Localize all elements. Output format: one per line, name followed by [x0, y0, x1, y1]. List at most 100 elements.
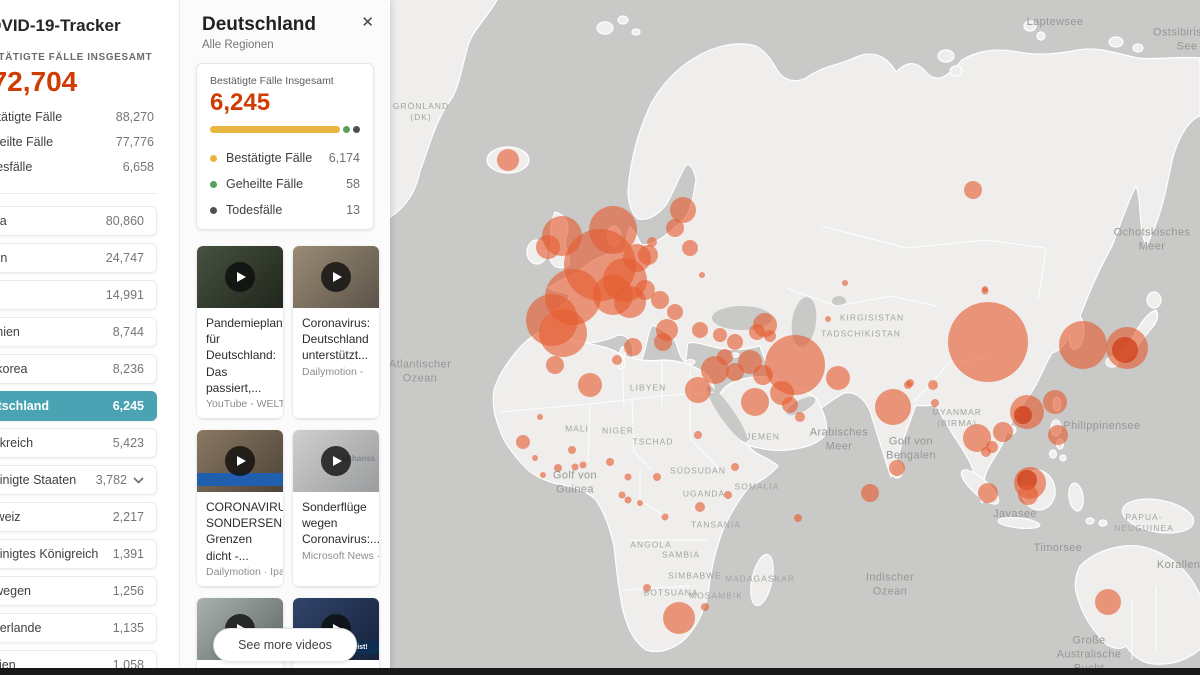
play-icon[interactable] — [225, 262, 255, 292]
case-bubble[interactable] — [579, 461, 587, 469]
case-bubble[interactable] — [571, 463, 579, 471]
video-card[interactable]: Coronavirus: Deutschland unterstützt... D… — [293, 246, 379, 418]
case-bubble[interactable] — [1018, 485, 1038, 505]
case-bubble[interactable] — [578, 373, 602, 397]
case-bubble[interactable] — [651, 291, 669, 309]
case-bubble[interactable] — [589, 206, 637, 254]
country-row[interactable]: Iran14,991 — [0, 280, 157, 310]
case-bubble[interactable] — [726, 363, 744, 381]
case-bubble[interactable] — [606, 458, 614, 466]
case-bubble[interactable] — [701, 603, 709, 611]
case-bubble[interactable] — [643, 584, 651, 592]
country-row[interactable]: China 80,860 — [0, 206, 157, 236]
play-icon[interactable] — [321, 262, 351, 292]
case-bubble[interactable] — [653, 473, 661, 481]
case-bubble[interactable] — [738, 350, 762, 374]
country-row[interactable]: Vereinigte Staaten 3,782 — [0, 465, 157, 495]
case-bubble[interactable] — [1095, 589, 1121, 615]
case-bubble[interactable] — [699, 272, 705, 278]
case-bubble[interactable] — [964, 181, 982, 199]
case-bubble[interactable] — [724, 491, 732, 499]
case-bubble[interactable] — [795, 412, 805, 422]
case-bubble[interactable] — [931, 399, 939, 407]
case-bubble[interactable] — [906, 379, 914, 387]
case-bubble[interactable] — [1112, 337, 1138, 363]
case-bubble[interactable] — [993, 422, 1013, 442]
case-bubble[interactable] — [695, 502, 705, 512]
case-bubble[interactable] — [638, 245, 658, 265]
case-bubble[interactable] — [701, 356, 729, 384]
country-row[interactable]: Frankreich 5,423 — [0, 428, 157, 458]
case-bubble[interactable] — [618, 491, 626, 499]
case-bubble[interactable] — [670, 197, 696, 223]
country-row[interactable]: Südkorea 8,236 — [0, 354, 157, 384]
case-bubble[interactable] — [764, 330, 776, 342]
case-bubble[interactable] — [1043, 390, 1067, 414]
case-bubble[interactable] — [624, 473, 632, 481]
case-bubble[interactable] — [539, 309, 587, 357]
case-bubble[interactable] — [682, 240, 698, 256]
country-row[interactable]: Schweiz 2,217 — [0, 502, 157, 532]
case-bubble[interactable] — [692, 322, 708, 338]
case-bubble[interactable] — [826, 366, 850, 390]
case-bubble[interactable] — [1059, 321, 1107, 369]
country-row[interactable]: Norwegen 1,256 — [0, 576, 157, 606]
case-bubble[interactable] — [537, 414, 543, 420]
case-bubble[interactable] — [842, 280, 848, 286]
case-bubble[interactable] — [637, 500, 643, 506]
country-row[interactable]: Niederlande 1,135 — [0, 613, 157, 643]
case-bubble[interactable] — [647, 237, 657, 247]
chevron-down-icon[interactable] — [133, 476, 144, 484]
case-bubble[interactable] — [694, 431, 702, 439]
case-bubble[interactable] — [727, 334, 743, 350]
case-bubble[interactable] — [666, 219, 684, 237]
case-bubble[interactable] — [624, 496, 632, 504]
case-bubble[interactable] — [661, 513, 669, 521]
case-bubble[interactable] — [982, 286, 988, 292]
case-bubble[interactable] — [948, 302, 1028, 382]
case-bubble[interactable] — [635, 280, 655, 300]
case-bubble[interactable] — [861, 484, 879, 502]
case-bubble[interactable] — [889, 460, 905, 476]
case-bubble[interactable] — [540, 472, 546, 478]
case-bubble[interactable] — [741, 388, 769, 416]
case-bubble[interactable] — [981, 447, 991, 457]
case-bubble[interactable] — [654, 333, 672, 351]
country-row[interactable]: Spanien 8,744 — [0, 317, 157, 347]
country-row[interactable]: Vereinigtes Königreich 1,391 — [0, 539, 157, 569]
case-bubble[interactable] — [568, 446, 576, 454]
video-card[interactable]: Pandemieplan für Deutschland: Das passie… — [197, 246, 283, 418]
play-icon[interactable] — [225, 445, 255, 476]
case-bubble[interactable] — [765, 335, 825, 395]
case-bubble[interactable] — [546, 356, 564, 374]
case-bubble[interactable] — [612, 355, 622, 365]
case-bubble[interactable] — [713, 328, 727, 342]
play-icon[interactable] — [321, 445, 351, 476]
close-icon[interactable]: ✕ — [361, 14, 374, 31]
case-bubble[interactable] — [963, 424, 991, 452]
case-bubble[interactable] — [782, 397, 798, 413]
case-bubble[interactable] — [516, 435, 530, 449]
case-bubble[interactable] — [685, 377, 711, 403]
see-more-videos-button[interactable]: See more videos — [213, 628, 357, 662]
case-bubble[interactable] — [532, 455, 538, 461]
case-bubble[interactable] — [497, 149, 519, 171]
case-bubble[interactable] — [667, 304, 683, 320]
case-bubble[interactable] — [875, 389, 911, 425]
country-row[interactable]: Italien 24,747 — [0, 243, 157, 273]
case-bubble[interactable] — [749, 324, 765, 340]
case-bubble[interactable] — [1014, 406, 1032, 424]
case-bubble[interactable] — [825, 316, 831, 322]
video-card[interactable]: Lufthansa Sonderflüge wegen Coronavirus:.… — [293, 429, 379, 586]
country-row[interactable]: Deutschland 6,245 — [0, 391, 157, 421]
case-bubble[interactable] — [624, 338, 642, 356]
case-bubble[interactable] — [794, 514, 802, 522]
case-bubble[interactable] — [663, 602, 695, 634]
case-bubble[interactable] — [1017, 470, 1037, 490]
case-bubble[interactable] — [731, 463, 739, 471]
case-bubble[interactable] — [1048, 425, 1068, 445]
case-bubble[interactable] — [554, 464, 562, 472]
case-bubble[interactable] — [928, 380, 938, 390]
